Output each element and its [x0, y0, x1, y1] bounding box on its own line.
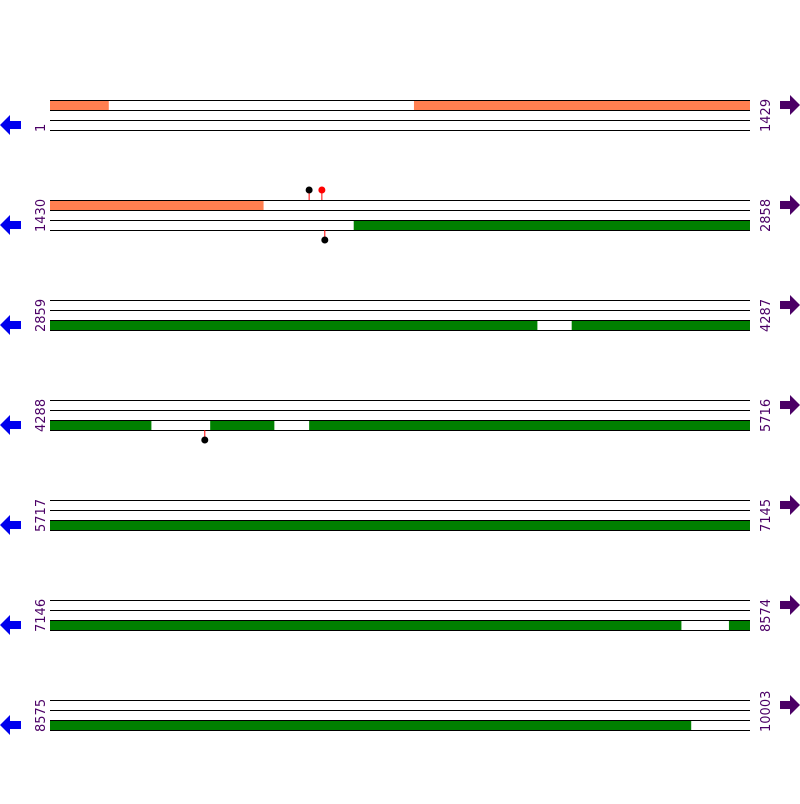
reverse-arrow: [0, 615, 21, 635]
top-feature: [50, 200, 264, 210]
start-label: 4288: [34, 399, 49, 432]
bottom-feature: [50, 420, 152, 430]
forward-arrow: [780, 295, 800, 315]
forward-arrow: [780, 495, 800, 515]
top-feature: [413, 100, 750, 110]
reverse-arrow: [0, 215, 21, 235]
reverse-arrow: [0, 115, 21, 135]
bottom-feature: [210, 420, 275, 430]
start-label: 8575: [34, 699, 49, 732]
end-label: 1429: [759, 99, 774, 132]
bottom-feature: [50, 720, 692, 730]
pin-head: [321, 236, 329, 244]
bottom-feature: [50, 320, 538, 330]
forward-arrow: [780, 95, 800, 115]
forward-arrow: [780, 595, 800, 615]
pin-head: [318, 186, 326, 194]
end-label: 10003: [759, 691, 774, 732]
start-label: 7146: [34, 599, 49, 632]
bottom-feature: [571, 320, 750, 330]
bottom-feature: [728, 620, 750, 630]
start-label: 1: [34, 124, 49, 132]
forward-arrow: [780, 695, 800, 715]
reverse-arrow: [0, 415, 21, 435]
reverse-arrow: [0, 515, 21, 535]
start-label: 1430: [34, 199, 49, 232]
reverse-arrow: [0, 715, 21, 735]
bottom-feature: [50, 520, 750, 530]
end-label: 7145: [759, 499, 774, 532]
end-label: 4287: [759, 299, 774, 332]
end-label: 2858: [759, 199, 774, 232]
start-label: 5717: [34, 499, 49, 532]
forward-arrow: [780, 195, 800, 215]
bottom-feature: [353, 220, 750, 230]
pin-head: [201, 436, 209, 444]
start-label: 2859: [34, 299, 49, 332]
end-label: 8574: [759, 599, 774, 632]
forward-arrow: [780, 395, 800, 415]
end-label: 5716: [759, 399, 774, 432]
bottom-feature: [50, 620, 682, 630]
pin-head: [305, 186, 313, 194]
reverse-arrow: [0, 315, 21, 335]
bottom-feature: [309, 420, 750, 430]
top-feature: [50, 100, 109, 110]
